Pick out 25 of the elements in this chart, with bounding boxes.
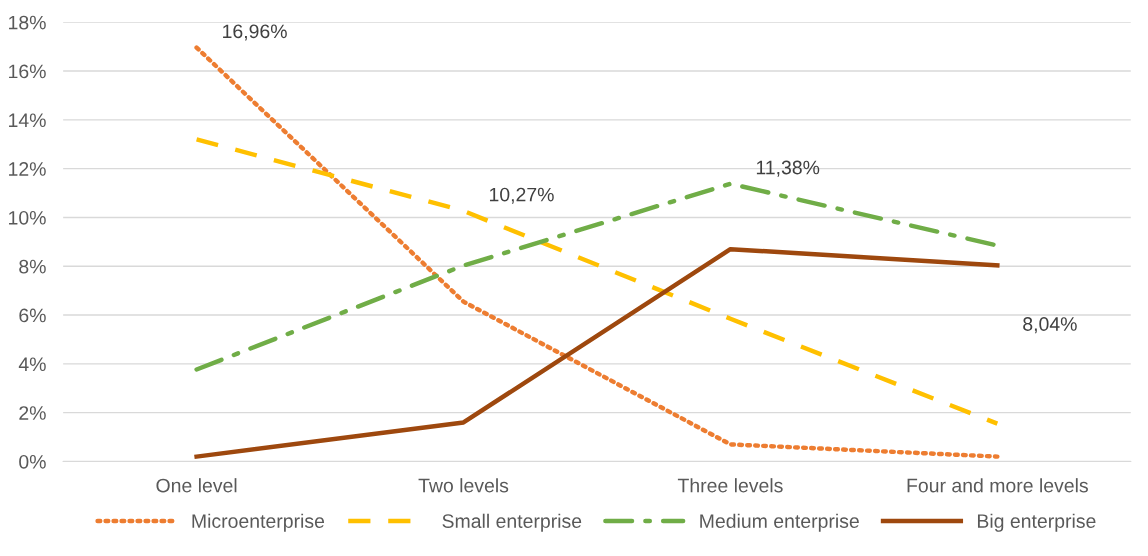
x-tick-label: Four and more levels (907, 478, 1088, 493)
x-tick-label: One level (156, 478, 237, 493)
data-label: 8,04% (1023, 317, 1077, 334)
y-tick-label: 14% (9, 113, 46, 128)
y-tick-label: 12% (9, 162, 46, 176)
y-tick-label: 0% (19, 454, 46, 469)
y-tick-label: 18% (9, 15, 46, 30)
x-tick-label: Two levels (418, 478, 509, 493)
y-tick-label: 10% (9, 210, 46, 225)
legend-label: Medium enterprise (700, 513, 859, 532)
data-label: 11,38% (756, 160, 820, 177)
y-tick-label: 8% (19, 259, 46, 274)
legend-label: Small enterprise (442, 513, 582, 532)
line-series (194, 246, 1000, 459)
legend-label: Microenterprise (192, 513, 325, 532)
line-series (194, 137, 1000, 426)
x-tick-label: Three levels (677, 478, 783, 493)
legend-label: Big enterprise (977, 513, 1096, 532)
data-label: 16,96% (223, 24, 287, 41)
y-tick-label: 4% (18, 357, 46, 372)
y-tick-label: 6% (19, 308, 46, 323)
data-label: 10,27% (489, 187, 554, 204)
line-series (194, 45, 1000, 459)
y-tick-label: 2% (19, 406, 46, 420)
y-tick-label: 16% (9, 64, 46, 79)
